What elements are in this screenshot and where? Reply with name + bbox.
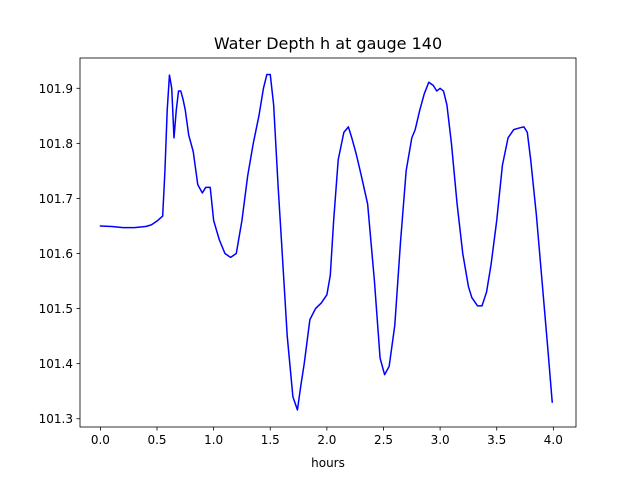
x-tick-label: 0.5 — [147, 433, 166, 447]
plot-frame — [79, 57, 577, 428]
y-tick-label: 101.8 — [39, 137, 73, 151]
x-tick-label: 3.0 — [431, 433, 450, 447]
y-tick-label: 101.7 — [39, 192, 73, 206]
x-tick-label: 4.0 — [544, 433, 563, 447]
y-tick-label: 101.3 — [39, 412, 73, 426]
x-tick-label: 1.0 — [204, 433, 223, 447]
x-axis: 0.0 0.5 1.0 1.5 2.0 2.5 3.0 3.5 4.0 — [91, 427, 563, 447]
x-axis-label: hours — [311, 456, 345, 470]
y-tick-label: 101.4 — [39, 357, 73, 371]
x-tick-label: 3.5 — [487, 433, 506, 447]
series-line-0 — [99, 73, 553, 411]
y-tick-label: 101.9 — [39, 82, 73, 96]
x-tick-label: 0.0 — [91, 433, 110, 447]
y-axis: 101.3 101.4 101.5 101.6 101.7 101.8 101.9 — [39, 82, 80, 426]
x-tick-label: 1.5 — [261, 433, 280, 447]
x-tick-label: 2.5 — [374, 433, 393, 447]
plot-area — [99, 73, 553, 411]
x-tick-label: 2.0 — [317, 433, 336, 447]
y-tick-label: 101.6 — [39, 247, 73, 261]
y-tick-label: 101.5 — [39, 302, 73, 316]
chart-title: Water Depth h at gauge 140 — [214, 34, 442, 53]
